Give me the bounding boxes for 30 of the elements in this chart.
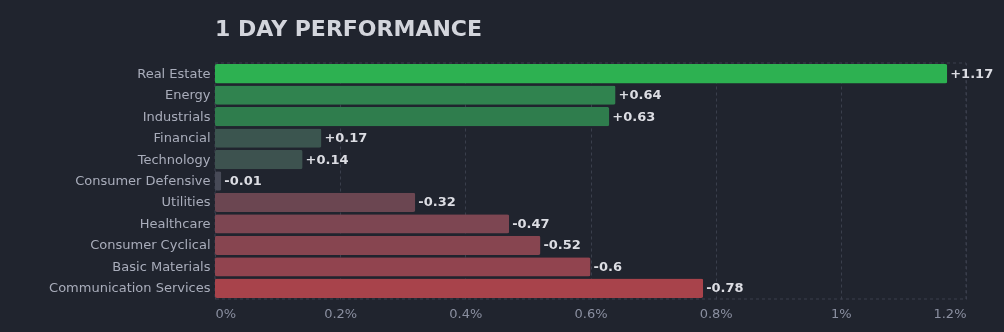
chart-title: 1 DAY PERFORMANCE <box>215 15 483 41</box>
annotation: +1.17 <box>950 65 994 81</box>
y-tick-label: Industrials <box>142 108 211 124</box>
annotation: +0.64 <box>618 87 662 103</box>
annotation: -0.6 <box>593 258 622 274</box>
x-tick-label: 0.6% <box>574 305 608 321</box>
annotation: +0.17 <box>324 130 368 146</box>
y-tick-label: Consumer Defensive <box>75 173 211 188</box>
x-tick-label: 1% <box>831 305 852 321</box>
annotation: +0.14 <box>305 151 349 167</box>
y-tick-label: Consumer Cyclical <box>90 237 211 253</box>
x-tick-label: 0% <box>215 305 237 321</box>
y-tick-label: Energy <box>164 87 211 103</box>
annotation: +0.63 <box>612 108 656 124</box>
y-tick-label: Financial <box>153 130 211 146</box>
annotation: -0.32 <box>418 194 456 210</box>
x-tick-label: 0.4% <box>449 305 483 321</box>
y-tick-label: Technology <box>136 151 211 167</box>
annotation: -0.52 <box>543 237 581 253</box>
y-tick-label: Utilities <box>161 194 211 210</box>
x-tick-label: 0.8% <box>699 305 733 321</box>
annotation: -0.78 <box>706 280 744 296</box>
y-tick-label: Communication Services <box>49 280 211 296</box>
x-tick-label: 1.2% <box>933 305 967 321</box>
annotation: -0.47 <box>512 215 550 231</box>
annotation: -0.01 <box>224 173 262 188</box>
y-tick-label: Healthcare <box>139 215 211 231</box>
x-tick-label: 0.2% <box>324 305 358 321</box>
y-tick-label: Basic Materials <box>112 258 211 274</box>
y-tick-label: Real Estate <box>137 65 211 81</box>
